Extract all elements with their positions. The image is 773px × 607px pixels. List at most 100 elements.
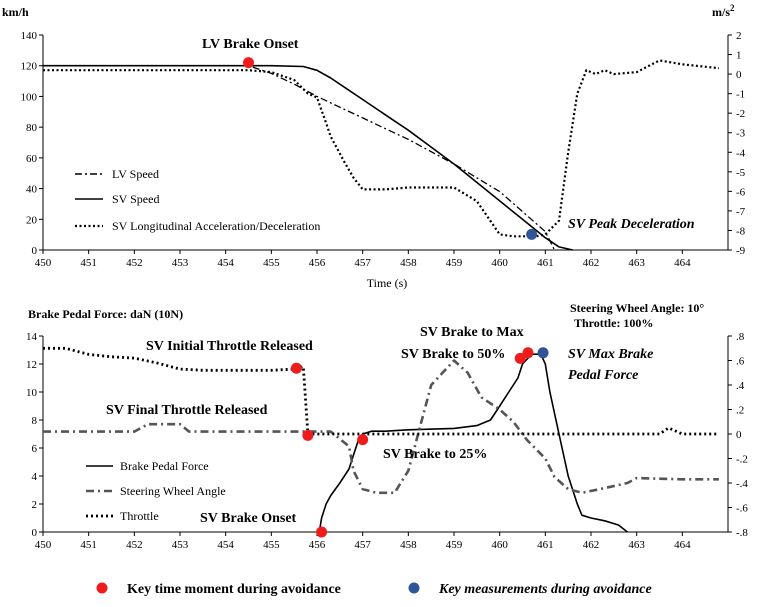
series-line-1 xyxy=(43,359,719,495)
y-tick-label: 14 xyxy=(26,331,38,343)
annotation-brake-50: SV Brake to 50% xyxy=(401,347,505,362)
x-tick-label: 453 xyxy=(172,257,189,269)
annotation-marker-0 xyxy=(243,57,254,69)
y-tick-label: 2 xyxy=(32,499,38,511)
x-tick-label: 455 xyxy=(263,539,280,551)
x-tick-label: 456 xyxy=(309,539,326,551)
y2-tick-label: 0 xyxy=(736,429,742,441)
x-tick-label: 455 xyxy=(263,257,280,269)
top-chart: km/h m/s2 450 451 452 453 454 455 456 457 458 459… xyxy=(2,3,746,290)
x-tick-label: 461 xyxy=(537,539,554,551)
top-x-axis-label: Time (s) xyxy=(367,276,408,290)
annotation-marker-5 xyxy=(522,347,534,359)
x-tick-label: 462 xyxy=(583,257,600,269)
x-tick-label: 451 xyxy=(80,257,97,269)
annotation-max-brake-line2: Pedal Force xyxy=(568,368,638,383)
x-tick-label: 462 xyxy=(583,539,600,551)
y-tick-label: 40 xyxy=(26,184,38,196)
bottom-legend: Brake Pedal Force Steering Wheel Angle T… xyxy=(86,459,226,523)
top-left-unit-label: km/h xyxy=(2,5,29,19)
x-tick-label: 464 xyxy=(674,257,691,269)
annotation-brake-25: SV Brake to 25% xyxy=(383,447,487,462)
x-tick-label: 460 xyxy=(491,539,508,551)
x-tick-label: 451 xyxy=(80,539,97,551)
y2-tick-label: -3 xyxy=(736,128,746,140)
x-tick-label: 452 xyxy=(126,257,143,269)
footer-key-time: Key time moment during avoidance xyxy=(127,582,341,597)
y-tick-label: 140 xyxy=(21,30,38,42)
y2-tick-label: -5 xyxy=(736,167,746,179)
y-tick-label: 0 xyxy=(32,527,38,539)
x-tick-label: 463 xyxy=(628,539,645,551)
x-tick-label: 461 xyxy=(537,257,554,269)
annotation-final-throttle: SV Final Throttle Released xyxy=(106,403,268,418)
x-tick-label: 453 xyxy=(172,539,189,551)
y2-tick-label: -2 xyxy=(736,108,745,120)
x-tick-label: 459 xyxy=(446,257,463,269)
annotation-marker-4 xyxy=(514,352,526,364)
footer-legend: Key time moment during avoidance Key mea… xyxy=(96,582,652,597)
y2-tick-label: 1 xyxy=(736,50,742,62)
bottom-plot-area: 450 451 452 453 454 455 456 457 458 459 460 461 462 4… xyxy=(26,331,748,551)
series-line-0 xyxy=(318,353,628,533)
series-line-2 xyxy=(43,59,720,238)
y-tick-label: 12 xyxy=(26,359,37,371)
y-tick-label: 20 xyxy=(26,214,38,226)
y2-tick-label: -1 xyxy=(736,89,745,101)
x-tick-label: 458 xyxy=(400,257,417,269)
x-tick-label: 452 xyxy=(126,539,143,551)
footer-blue-dot xyxy=(408,582,420,594)
x-tick-label: 463 xyxy=(628,257,645,269)
x-tick-label: 454 xyxy=(217,257,234,269)
annotation-brake-max: SV Brake to Max xyxy=(420,325,524,340)
y2-tick-label: .2 xyxy=(736,405,744,417)
y-tick-label: 80 xyxy=(26,122,38,134)
footer-key-measurements: Key measurements during avoidance xyxy=(438,582,652,597)
x-tick-label: 450 xyxy=(35,257,52,269)
y-tick-label: 120 xyxy=(21,61,38,73)
series-line-1 xyxy=(43,64,573,251)
top-right-unit-label: m/s2 xyxy=(712,3,735,19)
annotation-lv-brake-onset: LV Brake Onset xyxy=(202,37,299,52)
annotation-max-brake-line1: SV Max Brake xyxy=(568,347,653,362)
annotation-marker-6 xyxy=(537,347,549,359)
x-tick-label: 450 xyxy=(35,539,52,551)
y2-tick-label: .6 xyxy=(736,356,745,368)
y-tick-label: 10 xyxy=(26,387,38,399)
annotation-marker-1 xyxy=(302,429,314,441)
y2-tick-label: -9 xyxy=(736,245,746,257)
annotation-marker-3 xyxy=(357,434,369,446)
x-tick-label: 460 xyxy=(491,257,508,269)
legend-lv-speed: LV Speed xyxy=(112,167,159,181)
top-plot-area: 450 451 452 453 454 455 456 457 458 459 460 461 462 4… xyxy=(21,30,746,269)
x-tick-label: 457 xyxy=(354,539,371,551)
annotation-marker-2 xyxy=(316,526,328,538)
bottom-left-unit-label: Brake Pedal Force: daN (10N) xyxy=(28,307,183,321)
legend-steering: Steering Wheel Angle xyxy=(120,484,226,498)
y2-tick-label: -8 xyxy=(736,225,746,237)
legend-throttle: Throttle xyxy=(120,509,159,523)
y2-tick-label: 0 xyxy=(736,69,742,81)
y2-tick-label: .4 xyxy=(736,380,745,392)
y-tick-label: 100 xyxy=(21,91,38,103)
y2-tick-label: -4 xyxy=(736,147,746,159)
x-tick-label: 456 xyxy=(309,257,326,269)
y2-tick-label: -7 xyxy=(736,206,746,218)
y-tick-label: 60 xyxy=(26,153,38,165)
y2-tick-label: 2 xyxy=(736,30,742,42)
annotation-marker-0 xyxy=(290,362,302,374)
y-tick-label: 6 xyxy=(32,443,38,455)
bottom-chart: Brake Pedal Force: daN (10N) Steering Wh… xyxy=(26,301,748,551)
x-tick-label: 458 xyxy=(400,539,417,551)
annotation-sv-brake-onset: SV Brake Onset xyxy=(200,511,297,526)
top-legend: LV Speed SV Speed SV Longitudinal Accele… xyxy=(75,167,320,233)
y2-tick-label: -.2 xyxy=(736,454,748,466)
bottom-right-unit-label-throttle: Throttle: 100% xyxy=(574,316,653,330)
x-tick-label: 464 xyxy=(674,539,691,551)
y2-tick-label: -.8 xyxy=(736,527,748,539)
footer-red-dot xyxy=(96,582,108,594)
legend-sv-accel: SV Longitudinal Acceleration/Deceleratio… xyxy=(112,219,320,233)
x-tick-label: 454 xyxy=(217,539,234,551)
legend-brake-force: Brake Pedal Force xyxy=(120,459,209,473)
